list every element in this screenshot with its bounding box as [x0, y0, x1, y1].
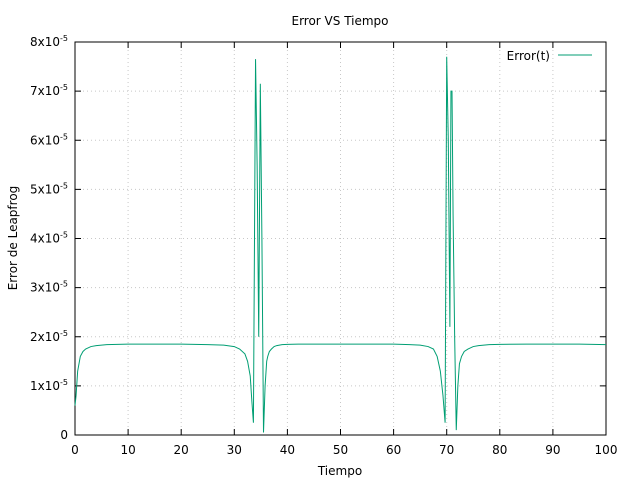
x-tick-label: 50 — [333, 443, 348, 457]
x-tick-label: 90 — [545, 443, 560, 457]
y-tick-label: 4x10-5 — [30, 231, 68, 246]
x-tick-label: 80 — [492, 443, 507, 457]
y-axis-label: Error de Leapfrog — [6, 186, 20, 291]
legend-label: Error(t) — [507, 49, 550, 63]
x-tick-label: 100 — [595, 443, 618, 457]
x-axis: 0 10 20 30 40 50 60 70 80 90 100 — [71, 42, 617, 457]
y-tick-label: 1x10-5 — [30, 378, 68, 393]
x-tick-label: 30 — [227, 443, 242, 457]
x-tick-label: 40 — [280, 443, 295, 457]
y-tick-label: 2x10-5 — [30, 329, 68, 344]
y-axis: 0 1x10-5 2x10-5 3x10-5 4x10-5 5x10-5 6x10-5 7x1… — [30, 34, 606, 442]
x-axis-label: Tiempo — [317, 464, 362, 478]
y-tick-label: 7x10-5 — [30, 83, 68, 98]
series-line — [74, 56, 607, 433]
x-tick-label: 60 — [386, 443, 401, 457]
y-tick-label: 0 — [60, 428, 68, 442]
y-tick-label: 6x10-5 — [30, 132, 68, 147]
y-tick-label: 3x10-5 — [30, 280, 68, 295]
x-tick-label: 20 — [174, 443, 189, 457]
x-tick-label: 70 — [439, 443, 454, 457]
legend: Error(t) — [507, 49, 592, 63]
y-tick-label: 8x10-5 — [30, 34, 68, 49]
grid — [75, 42, 606, 435]
chart-title: Error VS Tiempo — [291, 14, 388, 28]
series-layer — [74, 56, 607, 433]
y-tick-label: 5x10-5 — [30, 181, 68, 196]
x-tick-label: 10 — [120, 443, 135, 457]
x-tick-label: 0 — [71, 443, 79, 457]
